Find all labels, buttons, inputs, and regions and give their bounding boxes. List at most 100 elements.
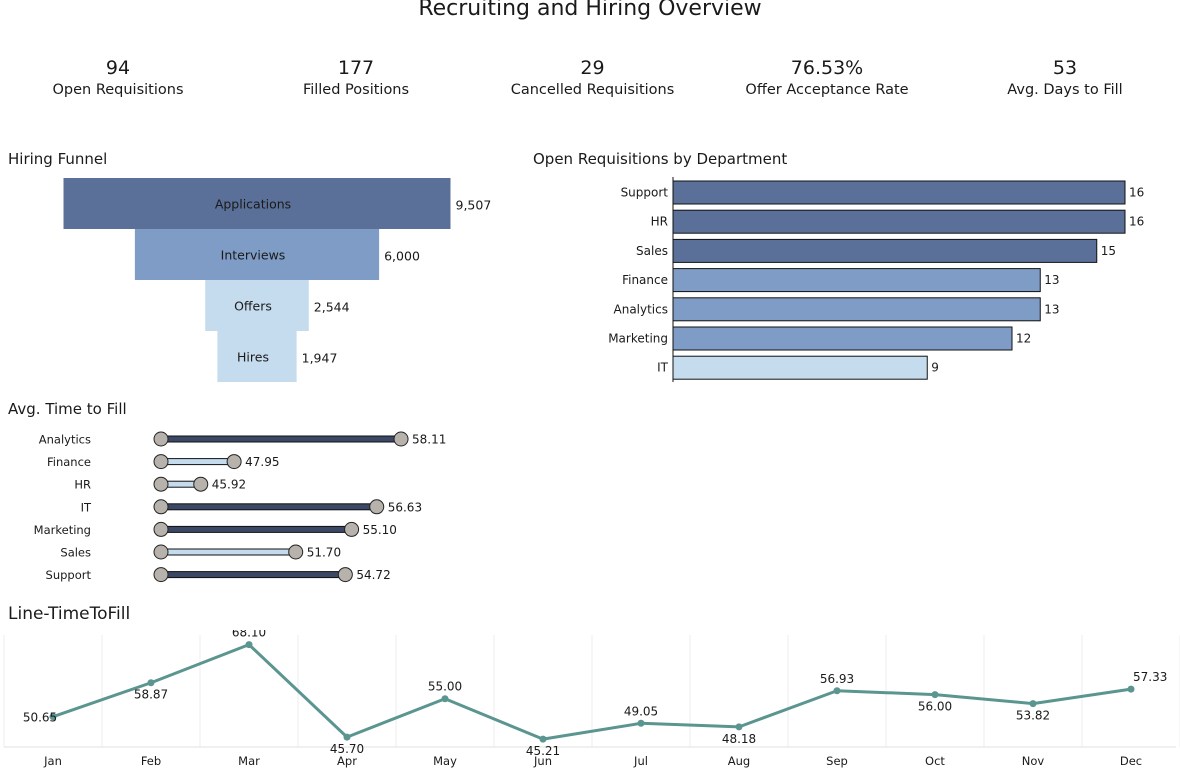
funnel-value-label: 6,000 xyxy=(384,249,420,264)
kpi-offer-acceptance-rate: 76.53% Offer Acceptance Rate xyxy=(728,56,926,100)
kpi-value: 76.53% xyxy=(790,57,864,79)
line-month-label: Dec xyxy=(1120,754,1142,768)
dept-label: HR xyxy=(651,215,668,229)
dept-value-label: 15 xyxy=(1101,244,1116,258)
line-data-point xyxy=(1029,700,1037,708)
dept-value-label: 13 xyxy=(1044,302,1059,316)
line-month-label: Aug xyxy=(728,754,750,768)
kpi-avg-days-to-fill: 53 Avg. Days to Fill xyxy=(985,56,1145,100)
line-month-label: Nov xyxy=(1022,754,1045,768)
ttf-dept-label: Marketing xyxy=(34,523,91,537)
ttf-bar-marketing xyxy=(160,525,353,533)
ttf-value-label: 58.11 xyxy=(412,433,446,447)
ttf-dept-label: Finance xyxy=(47,455,91,469)
time-to-fill-chart: Analytics 58.11 Finance 47.95 HR 45.92 IT 56.63… xyxy=(34,431,446,583)
line-month-label: Sep xyxy=(826,754,848,768)
dept-value-label: 12 xyxy=(1016,332,1031,346)
dashboard-title: Recruiting and Hiring Overview xyxy=(418,0,762,21)
dept-bar-marketing xyxy=(672,326,1013,351)
dept-value-label: 16 xyxy=(1129,215,1144,229)
ttf-start-dot xyxy=(153,431,169,447)
line-value-label: 68.10 xyxy=(232,630,266,640)
ttf-end-dot xyxy=(369,499,385,515)
kpi-value: 53 xyxy=(1052,57,1078,79)
ttf-end-dot xyxy=(337,567,353,583)
dept-bar-chart: Support 16 HR 16 Sales 15 Finance 13 Analytics 13… xyxy=(608,177,1144,382)
kpi-filled-positions: 177 Filled Positions xyxy=(266,56,446,100)
line-data-point xyxy=(49,713,57,721)
line-value-label: 57.33 xyxy=(1133,670,1167,684)
dept-label: Finance xyxy=(622,273,668,287)
dept-label: Sales xyxy=(636,244,668,258)
line-value-label: 53.82 xyxy=(1016,709,1050,723)
dept-chart-title: Open Requisitions by Department xyxy=(533,150,788,168)
hiring-funnel-chart: Applications 9,507 Interviews 6,000 Offers 2,… xyxy=(63,178,491,382)
kpi-open-requisitions: 94 Open Requisitions xyxy=(28,56,208,100)
line-value-label: 45.21 xyxy=(526,744,560,758)
ttf-end-dot xyxy=(193,476,209,492)
dept-bar-support xyxy=(672,180,1126,205)
funnel-stage-label: Hires xyxy=(237,350,269,365)
dept-bar-analytics xyxy=(672,297,1041,322)
funnel-value-label: 2,544 xyxy=(314,300,350,315)
kpi-label: Offer Acceptance Rate xyxy=(745,82,909,98)
funnel-stage-label: Interviews xyxy=(221,248,286,263)
dept-label: Support xyxy=(621,186,669,200)
funnel-bar-hires xyxy=(217,331,297,382)
ttf-dept-label: IT xyxy=(81,500,92,514)
ttf-start-dot xyxy=(153,544,169,560)
ttf-value-label: 55.10 xyxy=(363,523,397,537)
line-data-point xyxy=(539,735,547,743)
line-data-point xyxy=(1127,685,1135,693)
line-value-label: 58.87 xyxy=(134,688,168,702)
line-data-point xyxy=(441,695,449,703)
ttf-dept-label: Sales xyxy=(60,546,91,560)
line-value-label: 50.65 xyxy=(23,711,57,725)
dept-bar-finance xyxy=(672,268,1041,293)
kpi-label: Filled Positions xyxy=(302,82,410,98)
line-value-label: 45.70 xyxy=(330,742,364,756)
line-month-label: Jan xyxy=(43,754,62,768)
ttf-bar-finance xyxy=(160,458,235,466)
kpi-value: 29 xyxy=(580,57,605,79)
ttf-end-dot xyxy=(226,454,242,470)
kpi-label: Cancelled Requisitions xyxy=(510,82,675,98)
line-month-label: Mar xyxy=(238,754,260,768)
ttf-bar-it xyxy=(160,503,378,511)
line-month-label: Jul xyxy=(633,754,648,768)
line-month-label: Jun xyxy=(533,754,552,768)
dept-bar-it xyxy=(672,355,928,380)
line-value-label: 55.00 xyxy=(428,680,462,694)
line-chart-title: Line-TimeToFill xyxy=(8,604,131,624)
dept-label: Analytics xyxy=(614,302,669,316)
time-to-fill-title: Avg. Time to Fill xyxy=(8,400,127,418)
line-month-label: May xyxy=(433,754,457,768)
ttf-bar-analytics xyxy=(160,435,402,443)
funnel-bar-interviews xyxy=(134,229,380,280)
line-month-label: Oct xyxy=(925,754,945,768)
dept-bar-hr xyxy=(672,209,1126,234)
ttf-bar-sales xyxy=(160,548,297,556)
ttf-start-dot xyxy=(153,567,169,583)
funnel-stage-label: Offers xyxy=(234,299,272,314)
line-value-label: 56.00 xyxy=(918,700,952,714)
line-value-label: 49.05 xyxy=(624,704,658,718)
dept-bar-sales xyxy=(672,238,1098,263)
ttf-value-label: 54.72 xyxy=(356,568,390,582)
ttf-start-dot xyxy=(153,499,169,515)
ttf-end-dot xyxy=(393,431,409,447)
ttf-start-dot xyxy=(153,521,169,537)
dept-value-label: 13 xyxy=(1044,273,1059,287)
dept-value-label: 16 xyxy=(1129,186,1144,200)
ttf-start-dot xyxy=(153,454,169,470)
dept-label: IT xyxy=(657,361,669,375)
line-data-point xyxy=(245,641,253,649)
ttf-start-dot xyxy=(153,476,169,492)
funnel-bar-offers xyxy=(205,280,309,331)
ttf-dept-label: Analytics xyxy=(39,433,91,447)
kpi-value: 177 xyxy=(337,57,375,79)
line-data-point xyxy=(343,733,351,741)
line-data-point xyxy=(833,687,841,695)
line-month-label: Feb xyxy=(141,754,161,768)
